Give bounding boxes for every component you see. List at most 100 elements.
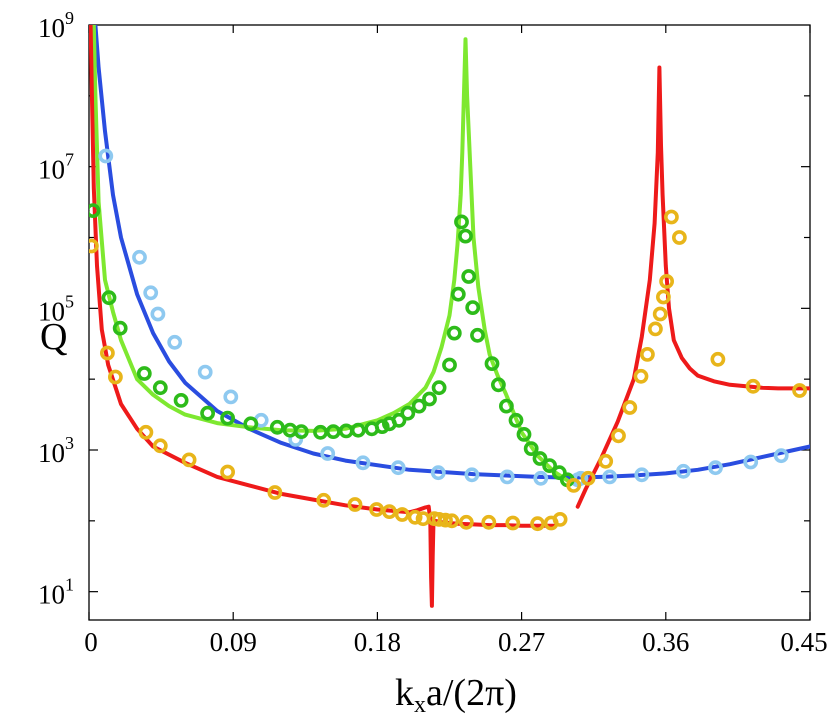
light-blue-circles-point: [132, 249, 147, 265]
green-circles-point: [446, 325, 462, 341]
orange-circles-point: [438, 512, 453, 528]
light-blue-circles-point: [390, 460, 406, 476]
green-circles-point: [325, 424, 341, 439]
light-blue-circles-point: [98, 148, 114, 164]
orange-circles-point: [792, 383, 807, 398]
light-blue-circles-point: [430, 465, 446, 481]
orange-circles-point: [89, 238, 99, 254]
green-circles-point: [431, 380, 447, 396]
orange-circles-point: [444, 513, 460, 529]
orange-circles-point: [505, 515, 521, 531]
x-tick-label: 0: [84, 627, 98, 657]
light-blue-circles-point: [150, 306, 166, 322]
orange-circles-point: [566, 477, 582, 493]
orange-circles-point: [381, 504, 397, 519]
y-tick-labels: 101 103 105 107 109: [38, 8, 74, 610]
green-circles-point: [484, 356, 500, 371]
y-tick-label: 109: [38, 8, 74, 43]
red-line-right-curve: [575, 65, 810, 509]
light-blue-circles-point: [499, 469, 515, 485]
orange-circles-point: [407, 509, 423, 525]
green-circles-point: [461, 269, 477, 284]
light-blue-circles-point: [743, 454, 759, 470]
orange-circles-point: [220, 464, 235, 480]
green-circles-point: [470, 327, 485, 343]
orange-circles-point: [347, 497, 363, 512]
light-blue-circles-point: [223, 389, 239, 405]
light-blue-circles-point: [708, 460, 723, 476]
light-blue-circles-point: [464, 467, 480, 483]
x-tick-labels: 0 0.09 0.18 0.27 0.36 0.45: [84, 627, 827, 657]
orange-circles-point: [598, 453, 614, 469]
orange-circles-point: [672, 230, 687, 245]
green-circles-point: [532, 451, 548, 466]
orange-circles-point: [138, 424, 154, 440]
orange-circles-point: [530, 516, 545, 532]
green-circles-point: [454, 214, 469, 230]
green-circles-point: [450, 286, 466, 302]
orange-circles-point: [745, 378, 761, 394]
orange-circles-point: [458, 514, 474, 530]
green-circles-point: [152, 380, 168, 396]
light-blue-circles-point: [676, 463, 691, 479]
green-circles-point: [293, 424, 309, 439]
orange-circles-point: [659, 273, 674, 289]
orange-circles-point: [633, 368, 649, 384]
green-circles-point: [422, 391, 437, 407]
orange-circles-point: [481, 514, 497, 530]
green-circles-point: [391, 412, 407, 428]
plot-frame: [88, 24, 811, 621]
orange-circles-point: [267, 485, 283, 500]
orange-circles-point: [664, 209, 679, 225]
x-tick-label: 0.45: [780, 627, 827, 657]
orange-circles-point: [652, 306, 668, 322]
orange-circles-point: [611, 428, 626, 444]
green-circles-point: [200, 405, 215, 421]
green-circles-point: [269, 419, 285, 435]
green-circles-point: [338, 423, 354, 439]
orange-circles-point: [710, 351, 726, 367]
light-blue-circles-point: [773, 448, 789, 464]
light-blue-circles-point: [634, 467, 650, 483]
green-circles-point: [374, 419, 390, 434]
y-tick-label: 107: [38, 150, 74, 185]
light-blue-circles-point: [602, 469, 618, 485]
orange-circles-point: [316, 492, 332, 508]
orange-circles-point: [656, 289, 671, 305]
light-blue-circles-point: [143, 285, 159, 301]
orange-circles-point: [108, 369, 123, 385]
green-circles-point: [400, 405, 416, 421]
y-axis-label: Q: [40, 316, 67, 358]
green-circles-point: [458, 228, 473, 244]
green-circles-point: [516, 426, 532, 442]
green-circles-point: [508, 412, 524, 428]
x-axis-label: kxa/(2π): [395, 672, 517, 718]
light-blue-circles-point: [533, 470, 549, 486]
orange-circles-point: [100, 345, 115, 361]
x-tick-label: 0.09: [210, 627, 257, 657]
green-line-curve: [91, 25, 572, 484]
x-axis-label-rest: a/(2π): [426, 672, 517, 714]
green-circles-point: [498, 398, 514, 414]
orange-circles-point: [622, 400, 638, 415]
green-circles-point: [220, 410, 235, 426]
y-tick-label: 101: [38, 575, 74, 610]
light-blue-circles-point: [320, 446, 336, 461]
orange-circles-point: [181, 452, 197, 468]
x-axis-label-main: k: [395, 672, 414, 714]
green-circles-point: [490, 377, 506, 393]
green-circles-point: [465, 300, 481, 315]
light-blue-circles-point: [197, 364, 213, 380]
orange-circles-point: [648, 321, 663, 337]
green-circles-point: [112, 320, 128, 336]
green-circles-point: [89, 203, 101, 218]
green-circles-point: [442, 357, 457, 373]
y-tick-label: 105: [38, 291, 74, 326]
green-circles-point: [523, 441, 539, 456]
green-circles-point: [173, 392, 189, 408]
green-circles-point: [411, 398, 427, 414]
green-circles-point: [350, 422, 366, 438]
orange-circles-point: [580, 470, 596, 486]
x-tick-label: 0.36: [642, 627, 689, 657]
orange-circles-point: [152, 438, 168, 454]
